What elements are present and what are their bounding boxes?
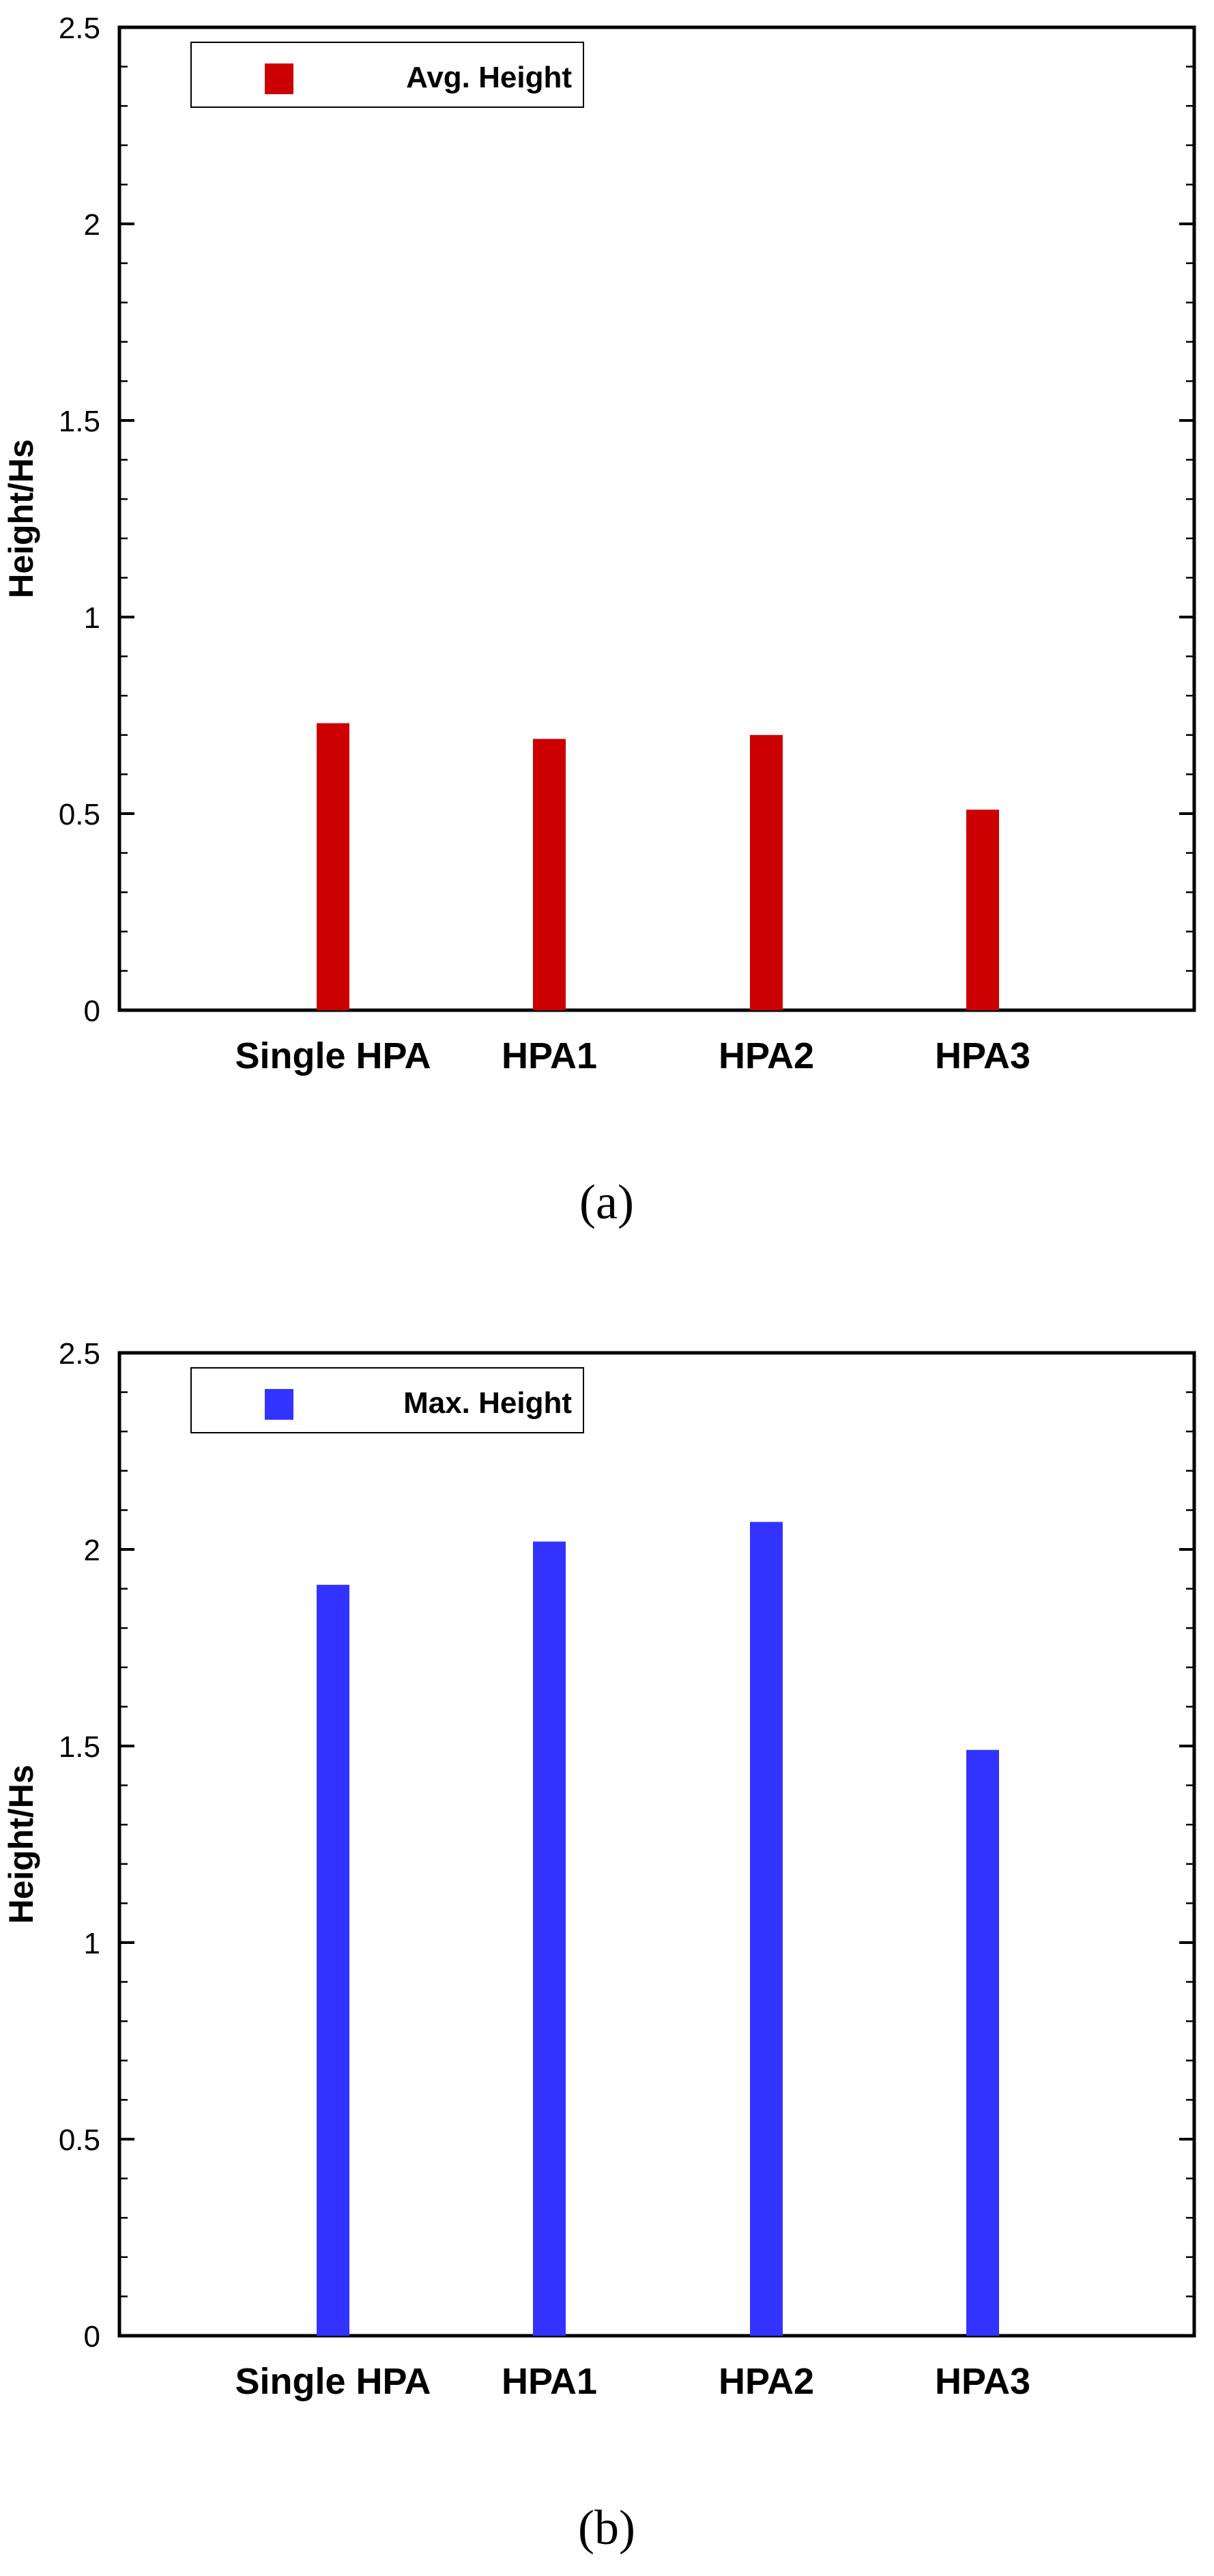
ytick-label: 2 bbox=[84, 208, 100, 242]
legend-swatch bbox=[265, 63, 293, 94]
panel-label: (b) bbox=[578, 2500, 635, 2555]
ytick-label: 1.5 bbox=[59, 1730, 100, 1764]
legend-box bbox=[190, 1367, 584, 1433]
bar-hpa3 bbox=[966, 1749, 999, 2336]
bar-hpa2 bbox=[750, 734, 783, 1010]
ytick-label: 0.5 bbox=[59, 2123, 100, 2157]
ytick-label: 1 bbox=[84, 1927, 100, 1960]
x-category-label: HPA3 bbox=[935, 1035, 1030, 1076]
chart-panel-a: 0 0.5 1 1.5 2 2.5 Height/Hs Single HPA HPA1 HPA2 H… bbox=[2, 12, 1196, 1229]
x-category-label: Single HPA bbox=[235, 2361, 431, 2402]
x-category-label: Single HPA bbox=[235, 1035, 431, 1076]
ytick-label: 0.5 bbox=[59, 798, 100, 831]
legend: Max. Height bbox=[190, 1367, 584, 1433]
bar-hpa1 bbox=[533, 1541, 566, 2336]
legend-swatch bbox=[265, 1389, 293, 1420]
y-axis-label: Height/Hs bbox=[2, 1764, 40, 1923]
chart-panel-b: 0 0.5 1 1.5 2 2.5 Height/Hs Single HPA HPA1 HPA2 H… bbox=[2, 1337, 1196, 2555]
legend: Avg. Height bbox=[190, 42, 584, 108]
ytick-label: 2.5 bbox=[59, 1337, 100, 1371]
y-axis-label: Height/Hs bbox=[2, 439, 40, 598]
x-category-label: HPA2 bbox=[719, 1035, 814, 1076]
ytick-label: 2.5 bbox=[59, 12, 100, 45]
panel-label: (a) bbox=[579, 1175, 634, 1229]
x-category-label: HPA1 bbox=[502, 1035, 597, 1076]
ytick-label: 0 bbox=[84, 2320, 100, 2353]
ytick-label: 1.5 bbox=[59, 405, 100, 438]
plot-frame bbox=[117, 1351, 1196, 2338]
ytick-label: 0 bbox=[84, 994, 100, 1028]
legend-label: Max. Height bbox=[403, 1386, 572, 1420]
ytick-label: 2 bbox=[84, 1534, 100, 1567]
bar-single-hpa bbox=[317, 1584, 349, 2336]
bar-hpa2 bbox=[750, 1521, 783, 2336]
x-category-label: HPA1 bbox=[502, 2361, 597, 2402]
x-category-label: HPA2 bbox=[719, 2361, 814, 2402]
bar-hpa3 bbox=[966, 810, 999, 1010]
ytick-label: 1 bbox=[84, 601, 100, 635]
x-category-label: HPA3 bbox=[935, 2361, 1030, 2402]
legend-label: Avg. Height bbox=[406, 61, 572, 94]
legend-box bbox=[190, 42, 584, 108]
bar-hpa1 bbox=[533, 739, 566, 1010]
plot-frame bbox=[117, 25, 1196, 1012]
bar-single-hpa bbox=[317, 723, 349, 1010]
